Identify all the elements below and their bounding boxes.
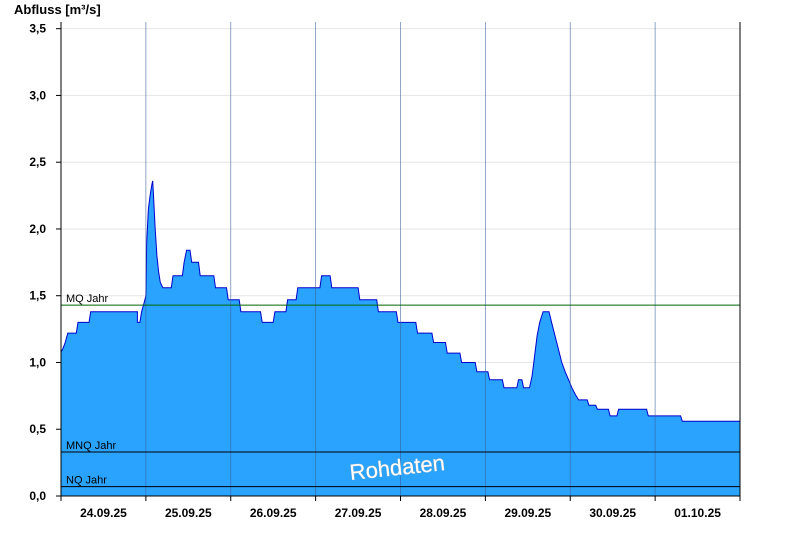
x-tick-label-1: 25.09.25	[165, 506, 212, 520]
y-tick-label-0: 0,0	[29, 489, 46, 503]
discharge-line	[60, 180, 740, 422]
y-tick-labels: 0,0 0,5 1,0 1,5 2,0 2,5 3,0 3,5	[29, 22, 46, 503]
y-tick-label-1: 0,5	[29, 422, 46, 436]
y-tick-label-4: 2,0	[29, 222, 46, 236]
x-tick-label-4: 28.09.25	[420, 506, 467, 520]
reference-lines: MQ Jahr MNQ Jahr NQ Jahr	[61, 293, 740, 488]
y-tick-label-3: 1,5	[29, 289, 46, 303]
x-tick-labels: 24.09.25 25.09.25 26.09.25 27.09.25 28.09.25…	[80, 506, 721, 520]
y-tick-label-7: 3,5	[29, 22, 46, 36]
x-tick-label-7: 01.10.25	[674, 506, 721, 520]
ref-label-1: MNQ Jahr	[66, 440, 116, 452]
ref-label-0: MQ Jahr	[66, 293, 109, 305]
axes	[56, 22, 741, 501]
y-axis-title: Abfluss [m³/s]	[14, 2, 101, 17]
y-tick-label-2: 1,0	[29, 355, 46, 369]
day-separators	[145, 22, 656, 496]
y-tick-label-5: 2,5	[29, 155, 46, 169]
x-tick-label-6: 30.09.25	[589, 506, 636, 520]
x-tick-label-3: 27.09.25	[335, 506, 382, 520]
x-tick-label-5: 29.09.25	[504, 506, 551, 520]
y-tick-label-6: 3,0	[29, 88, 46, 102]
x-tick-label-0: 24.09.25	[80, 506, 127, 520]
ref-label-2: NQ Jahr	[66, 475, 107, 487]
x-tick-label-2: 26.09.25	[250, 506, 297, 520]
